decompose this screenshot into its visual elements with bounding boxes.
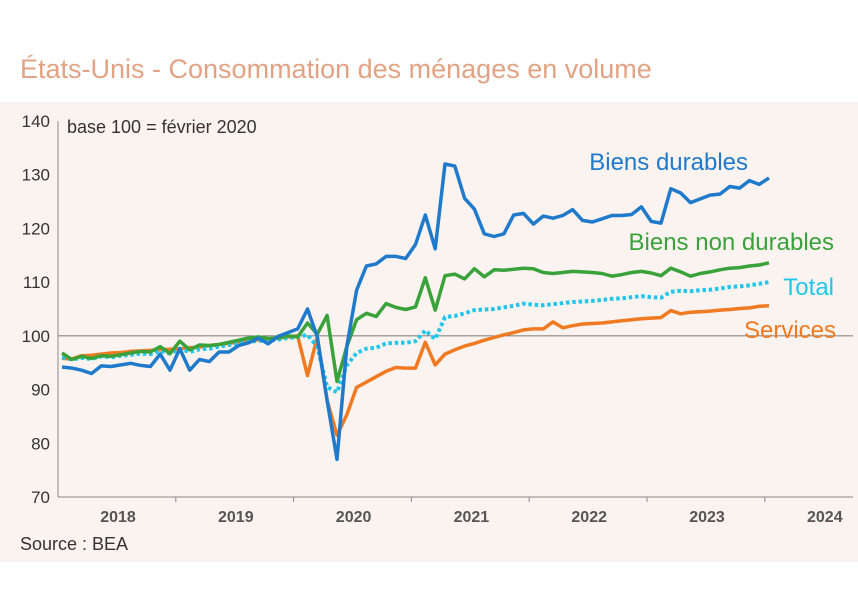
chart-subtitle: base 100 = février 2020 xyxy=(67,117,257,137)
y-tick-label: 110 xyxy=(23,273,50,292)
source-note: Source : BEA xyxy=(20,534,128,554)
y-tick-label: 70 xyxy=(31,488,50,507)
series-label: Biens durables xyxy=(589,149,748,176)
series-lines xyxy=(61,162,770,462)
x-year-label: 2019 xyxy=(218,509,254,526)
series-label: Biens non durables xyxy=(629,229,834,256)
series-label: Total xyxy=(783,274,834,301)
x-year-label: 2022 xyxy=(571,509,607,526)
y-tick-label: 130 xyxy=(22,166,50,185)
series-label: Services xyxy=(744,317,836,344)
x-year-label: 2021 xyxy=(454,509,490,526)
x-year-label: 2020 xyxy=(336,509,372,526)
y-tick-label: 80 xyxy=(31,434,50,453)
y-tick-label: 90 xyxy=(31,381,50,400)
x-year-labels: 2018 2019 2020 2021 2022 2023 2024 xyxy=(100,497,843,526)
series-line xyxy=(61,261,770,384)
chart-title: États-Unis - Consommation des ménages en… xyxy=(20,54,652,84)
series-line xyxy=(61,280,770,395)
x-year-label: 2018 xyxy=(100,509,136,526)
x-year-label: 2023 xyxy=(689,509,725,526)
x-year-label: 2024 xyxy=(807,509,843,526)
y-tick-label: 120 xyxy=(22,219,50,238)
y-tick-labels: 70 80 90 100 110 120 130 140 xyxy=(22,112,50,507)
y-tick-label: 100 xyxy=(22,327,50,346)
series-labels: Biens durables Biens non durables Total Ser… xyxy=(589,149,836,344)
series-line xyxy=(61,162,770,462)
series-line xyxy=(61,304,770,437)
y-tick-label: 140 xyxy=(22,112,50,131)
